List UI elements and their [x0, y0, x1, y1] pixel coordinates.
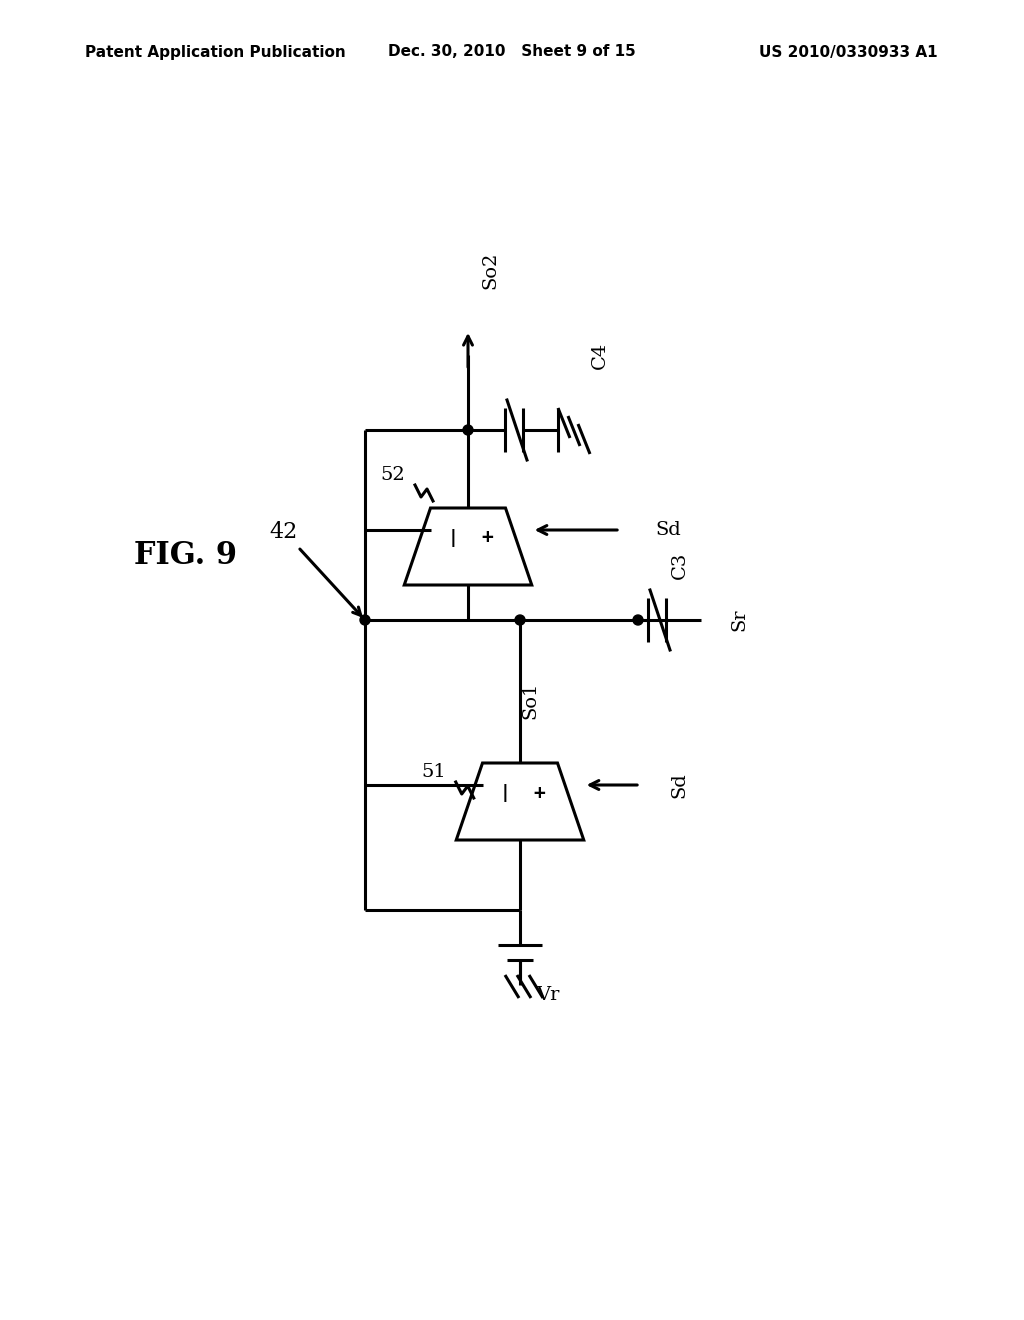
Text: C4: C4: [591, 342, 609, 368]
Circle shape: [463, 425, 473, 436]
Text: |: |: [447, 529, 459, 546]
Text: +: +: [532, 784, 545, 803]
Text: 51: 51: [421, 763, 445, 781]
Text: Dec. 30, 2010   Sheet 9 of 15: Dec. 30, 2010 Sheet 9 of 15: [388, 45, 636, 59]
Circle shape: [515, 615, 525, 624]
Text: |: |: [500, 784, 510, 803]
Text: So1: So1: [521, 681, 539, 718]
Text: Sr: Sr: [730, 609, 748, 631]
Text: Vr: Vr: [537, 986, 560, 1005]
Text: 42: 42: [269, 521, 297, 543]
Circle shape: [360, 615, 370, 624]
Text: FIG. 9: FIG. 9: [133, 540, 237, 570]
Text: +: +: [481, 528, 493, 548]
Text: So2: So2: [481, 251, 499, 289]
Circle shape: [633, 615, 643, 624]
Text: 52: 52: [380, 466, 406, 484]
Text: Patent Application Publication: Patent Application Publication: [85, 45, 346, 59]
Text: US 2010/0330933 A1: US 2010/0330933 A1: [760, 45, 938, 59]
Text: Sd: Sd: [655, 521, 681, 539]
Text: C3: C3: [671, 552, 689, 578]
Text: Sd: Sd: [670, 772, 688, 797]
